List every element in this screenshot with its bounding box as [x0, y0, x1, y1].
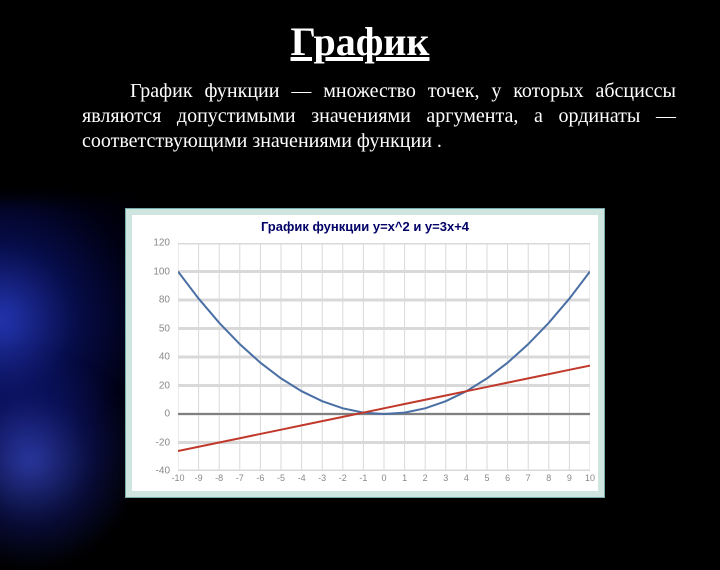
x-tick-label: 8 — [546, 473, 551, 483]
definition-paragraph: График функции — множество точек, у кото… — [0, 65, 720, 154]
x-tick-label: 4 — [464, 473, 469, 483]
y-tick-label: -40 — [156, 466, 170, 477]
x-tick-label: 10 — [585, 473, 595, 483]
x-tick-label: -10 — [171, 473, 184, 483]
y-tick-label: 120 — [153, 238, 170, 249]
x-tick-label: 3 — [443, 473, 448, 483]
x-tick-label: -7 — [236, 473, 244, 483]
y-axis-labels: -40-20020405080100120 — [132, 243, 174, 471]
x-tick-label: 1 — [402, 473, 407, 483]
x-tick-label: -2 — [339, 473, 347, 483]
y-tick-label: 20 — [159, 380, 170, 391]
x-tick-label: -6 — [256, 473, 264, 483]
page-title: График — [0, 0, 720, 65]
chart-title: График функции у=x^2 и у=3x+4 — [132, 215, 598, 234]
chart-area: График функции у=x^2 и у=3x+4 -40-200204… — [132, 215, 598, 491]
x-tick-label: -8 — [215, 473, 223, 483]
decorative-glow-2 — [0, 350, 140, 570]
x-tick-label: -1 — [359, 473, 367, 483]
x-tick-label: -3 — [318, 473, 326, 483]
x-tick-label: 6 — [505, 473, 510, 483]
plot-svg — [178, 243, 590, 471]
chart-panel: График функции у=x^2 и у=3x+4 -40-200204… — [125, 208, 605, 498]
x-tick-label: 2 — [423, 473, 428, 483]
x-tick-label: 9 — [567, 473, 572, 483]
y-tick-label: 0 — [164, 409, 170, 420]
y-tick-label: 50 — [159, 323, 170, 334]
x-tick-label: 7 — [526, 473, 531, 483]
x-tick-label: -4 — [298, 473, 306, 483]
y-tick-label: 40 — [159, 352, 170, 363]
x-tick-label: -9 — [195, 473, 203, 483]
x-axis-labels: -10-9-8-7-6-5-4-3-2-1012345678910 — [178, 473, 590, 489]
x-tick-label: 5 — [484, 473, 489, 483]
plot-region — [178, 243, 590, 471]
y-tick-label: 100 — [153, 266, 170, 277]
x-tick-label: 0 — [381, 473, 386, 483]
y-tick-label: -20 — [156, 437, 170, 448]
x-tick-label: -5 — [277, 473, 285, 483]
y-tick-label: 80 — [159, 295, 170, 306]
